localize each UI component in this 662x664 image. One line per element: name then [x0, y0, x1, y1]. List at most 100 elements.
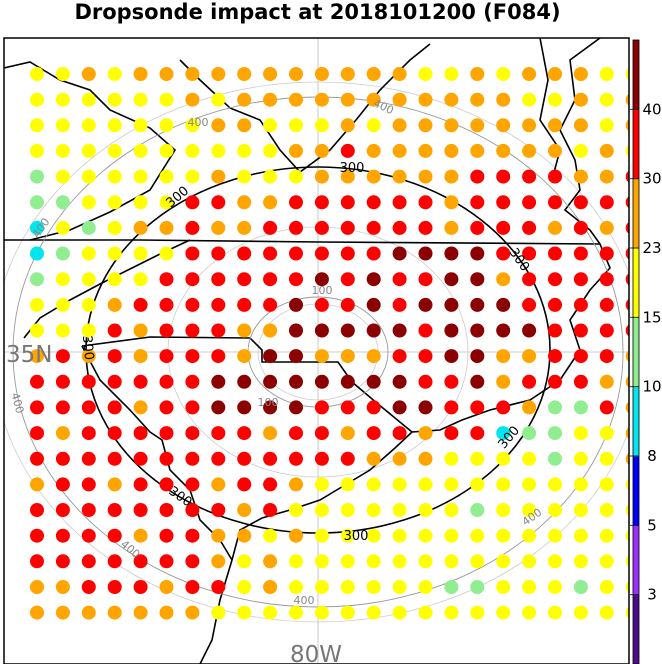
dropsonde-dot — [81, 605, 96, 620]
dropsonde-dot — [263, 272, 278, 287]
colorbar-segment — [633, 456, 639, 526]
dropsonde-dot — [366, 554, 381, 569]
dropsonde-dot — [599, 272, 614, 287]
dropsonde-dot — [470, 220, 485, 235]
dropsonde-dot — [470, 169, 485, 184]
colorbar-segment — [633, 248, 639, 318]
dropsonde-dot — [548, 503, 562, 517]
dropsonde-dot — [30, 503, 44, 517]
dropsonde-dot — [81, 580, 96, 594]
dropsonde-dot — [599, 400, 614, 415]
dropsonde-dot — [107, 143, 122, 158]
dropsonde-dot — [55, 374, 70, 389]
dropsonde-dot — [522, 323, 537, 338]
dropsonde-dot — [159, 528, 174, 543]
colorbar-segment — [633, 594, 639, 664]
dropsonde-dot — [211, 605, 226, 620]
dropsonde-dot — [366, 605, 381, 620]
dropsonde-dot — [392, 477, 407, 492]
dropsonde-dot — [263, 169, 278, 184]
dropsonde-dot — [444, 220, 459, 235]
dropsonde-dot — [263, 503, 278, 517]
dropsonde-dot — [625, 401, 629, 414]
dropsonde-dot — [548, 554, 562, 569]
dropsonde-dot — [55, 297, 70, 312]
dropsonde-dot — [314, 554, 329, 569]
dropsonde-dot — [55, 143, 70, 158]
dropsonde-dot — [392, 451, 407, 466]
dropsonde-dot — [289, 528, 303, 543]
dropsonde-dot — [289, 580, 303, 594]
dropsonde-dot — [340, 220, 355, 235]
contour-label-100: 100 — [258, 396, 279, 409]
dropsonde-dot — [314, 374, 329, 389]
contour-label-400: 400 — [8, 391, 26, 415]
dropsonde-dot — [185, 349, 200, 364]
dropsonde-dot — [263, 92, 278, 107]
colorbar-label: 15 — [642, 308, 661, 326]
dropsonde-dot — [496, 118, 511, 133]
dropsonde-dot — [340, 426, 355, 441]
dropsonde-dot — [211, 554, 226, 569]
dropsonde-dot — [289, 554, 303, 569]
dropsonde-dot — [55, 118, 70, 133]
dropsonde-dot — [340, 92, 355, 107]
dropsonde-dot — [133, 92, 148, 107]
dropsonde-dot — [133, 374, 148, 389]
dropsonde-dot — [625, 196, 629, 209]
dropsonde-dot — [107, 169, 122, 184]
dropsonde-dot — [133, 400, 148, 415]
dropsonde-dot — [522, 143, 537, 158]
dropsonde-dot — [314, 143, 329, 158]
dropsonde-dot — [263, 143, 278, 158]
dropsonde-dot — [470, 477, 485, 492]
dropsonde-dot — [289, 169, 303, 184]
dropsonde-dot — [392, 195, 407, 210]
latitude-label: 35N — [6, 342, 52, 368]
dropsonde-dot — [30, 426, 44, 441]
dropsonde-dot — [392, 349, 407, 364]
dropsonde-dot — [340, 118, 355, 133]
dropsonde-dot — [392, 426, 407, 441]
dropsonde-dot — [263, 220, 278, 235]
dropsonde-dot — [133, 323, 148, 338]
dropsonde-dot — [522, 272, 537, 287]
dropsonde-dot — [522, 580, 537, 594]
dropsonde-dot — [30, 605, 44, 620]
dropsonde-dot — [185, 605, 200, 620]
dropsonde-dot — [573, 374, 588, 389]
dropsonde-dot — [522, 169, 537, 184]
dropsonde-dot — [55, 580, 70, 594]
dropsonde-dot — [366, 246, 381, 261]
dropsonde-dot — [496, 426, 511, 441]
dropsonde-dot — [444, 528, 459, 543]
dropsonde-dot — [263, 67, 278, 81]
dropsonde-dot — [340, 195, 355, 210]
dropsonde-dot — [470, 246, 485, 261]
dropsonde-dot — [237, 220, 252, 235]
contour-label-100: 100 — [312, 284, 333, 297]
dropsonde-dot — [599, 220, 614, 235]
dropsonde-dot — [211, 451, 226, 466]
dropsonde-dot — [237, 92, 252, 107]
dropsonde-dot — [340, 528, 355, 543]
dropsonde-dot — [81, 118, 96, 133]
dropsonde-dot — [289, 272, 303, 287]
dropsonde-dot — [159, 477, 174, 492]
dropsonde-dot — [625, 144, 629, 157]
dropsonde-dot — [159, 67, 174, 81]
dropsonde-dot — [522, 374, 537, 389]
dropsonde-dot — [366, 451, 381, 466]
dropsonde-dot — [599, 195, 614, 210]
dropsonde-dot — [55, 220, 70, 235]
dropsonde-dot — [366, 323, 381, 338]
dropsonde-dot — [548, 272, 562, 287]
dropsonde-dot — [599, 246, 614, 261]
dropsonde-dot — [366, 528, 381, 543]
dropsonde-dot — [573, 118, 588, 133]
dropsonde-dot — [573, 272, 588, 287]
dropsonde-dot — [314, 426, 329, 441]
dropsonde-dot — [444, 477, 459, 492]
dropsonde-dot — [625, 221, 629, 234]
dropsonde-dot — [314, 580, 329, 594]
